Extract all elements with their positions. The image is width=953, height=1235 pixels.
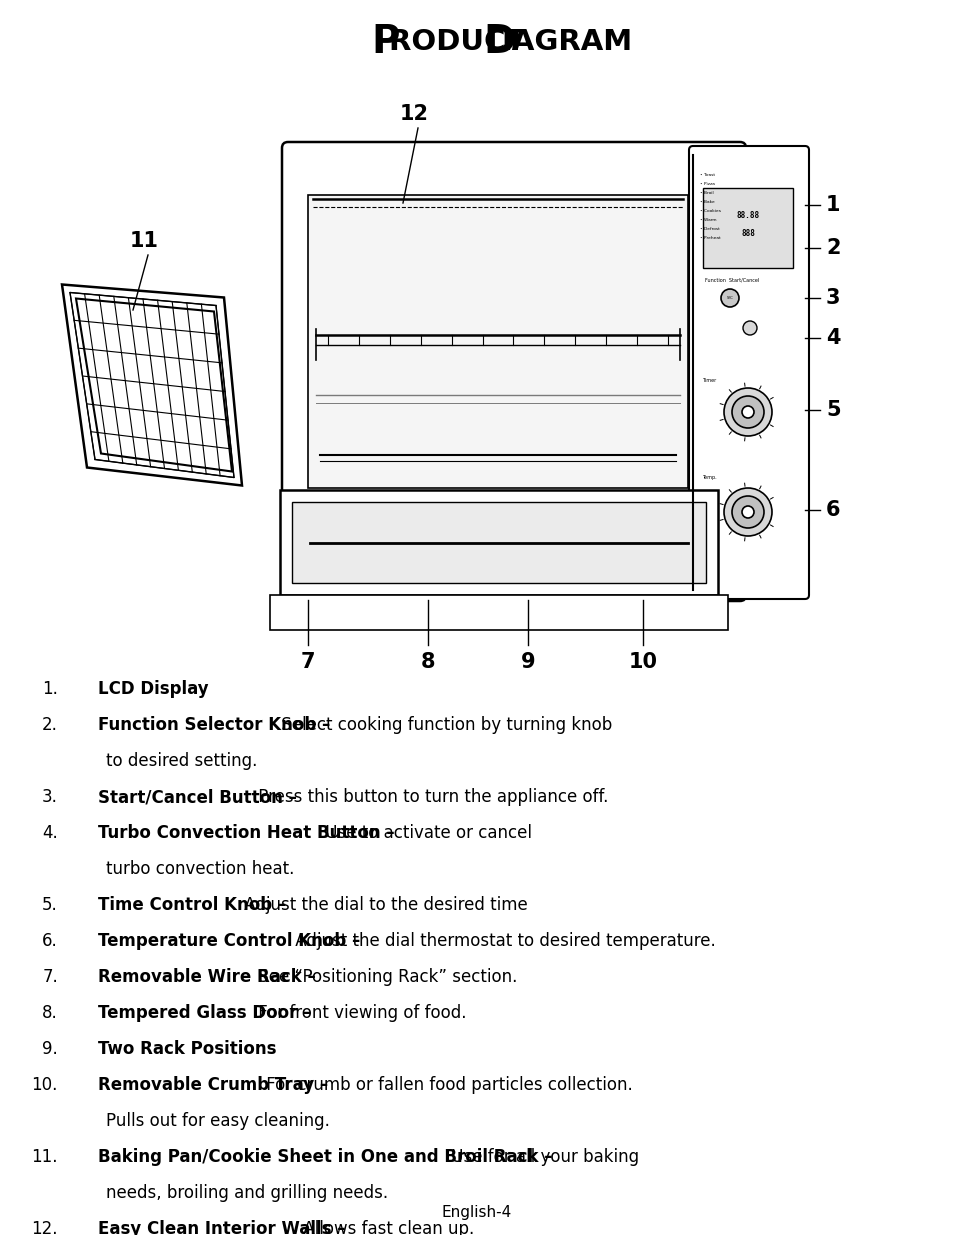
Text: 4.: 4. [42, 824, 58, 842]
Circle shape [723, 388, 771, 436]
Circle shape [741, 406, 753, 417]
Text: 3: 3 [825, 288, 840, 308]
Text: 5: 5 [825, 400, 840, 420]
Text: 10.: 10. [31, 1076, 58, 1094]
Text: 888: 888 [740, 230, 754, 238]
Text: 1.: 1. [42, 680, 58, 698]
Text: Easy Clean Interior Walls –: Easy Clean Interior Walls – [98, 1220, 345, 1235]
Text: 4: 4 [825, 329, 840, 348]
Text: Press this button to turn the appliance off.: Press this button to turn the appliance … [253, 788, 608, 806]
Text: Temperature Control Knob –: Temperature Control Knob – [98, 932, 360, 950]
Circle shape [723, 488, 771, 536]
Text: • Defrost: • Defrost [700, 227, 720, 231]
Text: turbo convection heat.: turbo convection heat. [106, 860, 294, 878]
Text: Removable Wire Rack –: Removable Wire Rack – [98, 968, 315, 986]
Text: Two Rack Positions: Two Rack Positions [98, 1040, 276, 1058]
Text: 12: 12 [399, 104, 428, 124]
Text: 12.: 12. [31, 1220, 58, 1235]
Text: Removable Crumb Tray –: Removable Crumb Tray – [98, 1076, 328, 1094]
Text: 8.: 8. [42, 1004, 58, 1023]
Text: English-4: English-4 [441, 1205, 512, 1220]
Bar [270, 595, 727, 630]
Text: • Preheat: • Preheat [700, 236, 720, 240]
Text: Adjust the dial to the desired time: Adjust the dial to the desired time [238, 897, 527, 914]
Text: Baking Pan/Cookie Sheet in One and Broil Rack –: Baking Pan/Cookie Sheet in One and Broil… [98, 1149, 552, 1166]
Text: Turbo Convection Heat Button –: Turbo Convection Heat Button – [98, 824, 395, 842]
Text: D: D [483, 23, 516, 61]
Bar [308, 195, 687, 488]
Text: 11.: 11. [31, 1149, 58, 1166]
Text: RODUCT: RODUCT [389, 28, 535, 56]
Text: 1: 1 [825, 195, 840, 215]
Text: 10: 10 [628, 652, 657, 672]
Text: Timer: Timer [701, 378, 716, 383]
Text: 3.: 3. [42, 788, 58, 806]
Text: Select cooking function by turning knob: Select cooking function by turning knob [275, 716, 611, 734]
Text: See “Positioning Rack” section.: See “Positioning Rack” section. [253, 968, 517, 986]
Text: needs, broiling and grilling needs.: needs, broiling and grilling needs. [106, 1184, 388, 1202]
Text: to desired setting.: to desired setting. [106, 752, 257, 769]
Bar [292, 501, 705, 583]
Circle shape [731, 396, 763, 429]
Text: P: P [372, 23, 400, 61]
Text: 2: 2 [825, 238, 840, 258]
Text: 9.: 9. [42, 1040, 58, 1058]
Circle shape [720, 289, 739, 308]
Text: • Cookies: • Cookies [700, 209, 720, 212]
Text: 8: 8 [420, 652, 435, 672]
Polygon shape [62, 284, 242, 485]
Text: Allows fast clean up.: Allows fast clean up. [297, 1220, 474, 1235]
Text: IAGRAM: IAGRAM [500, 28, 632, 56]
Text: LCD Display: LCD Display [98, 680, 209, 698]
Bar [280, 490, 718, 595]
Bar [702, 188, 792, 268]
Text: 9: 9 [520, 652, 535, 672]
Circle shape [731, 496, 763, 529]
Text: Tempered Glass Door –: Tempered Glass Door – [98, 1004, 311, 1023]
Text: 7: 7 [300, 652, 314, 672]
Text: Time Control Knob –: Time Control Knob – [98, 897, 286, 914]
Circle shape [741, 506, 753, 517]
Text: • Toast: • Toast [700, 173, 715, 177]
Text: • Broil: • Broil [700, 191, 713, 195]
Text: Function  Start/Cancel: Function Start/Cancel [704, 278, 759, 283]
Text: Start/Cancel Button –: Start/Cancel Button – [98, 788, 296, 806]
Text: For front viewing of food.: For front viewing of food. [253, 1004, 466, 1023]
Text: 2.: 2. [42, 716, 58, 734]
Text: • Pizza: • Pizza [700, 182, 714, 186]
Text: 6.: 6. [42, 932, 58, 950]
Text: Function Selector Knob –: Function Selector Knob – [98, 716, 330, 734]
FancyBboxPatch shape [282, 142, 745, 601]
Text: Pulls out for easy cleaning.: Pulls out for easy cleaning. [106, 1112, 330, 1130]
Text: Use to activate or cancel: Use to activate or cancel [319, 824, 532, 842]
Text: For crumb or fallen food particles collection.: For crumb or fallen food particles colle… [260, 1076, 632, 1094]
Text: • Bake: • Bake [700, 200, 714, 204]
Text: Temp.: Temp. [701, 475, 716, 480]
Text: 11: 11 [130, 231, 158, 251]
Text: • Warm: • Warm [700, 219, 716, 222]
Text: Adjust the dial thermostat to desired temperature.: Adjust the dial thermostat to desired te… [290, 932, 716, 950]
Text: 88.88: 88.88 [736, 211, 759, 221]
Text: 5.: 5. [42, 897, 58, 914]
FancyBboxPatch shape [688, 146, 808, 599]
Text: S/C: S/C [726, 296, 733, 300]
Text: 6: 6 [825, 500, 840, 520]
Circle shape [742, 321, 757, 335]
Text: Use for all your baking: Use for all your baking [445, 1149, 639, 1166]
Text: 7.: 7. [42, 968, 58, 986]
